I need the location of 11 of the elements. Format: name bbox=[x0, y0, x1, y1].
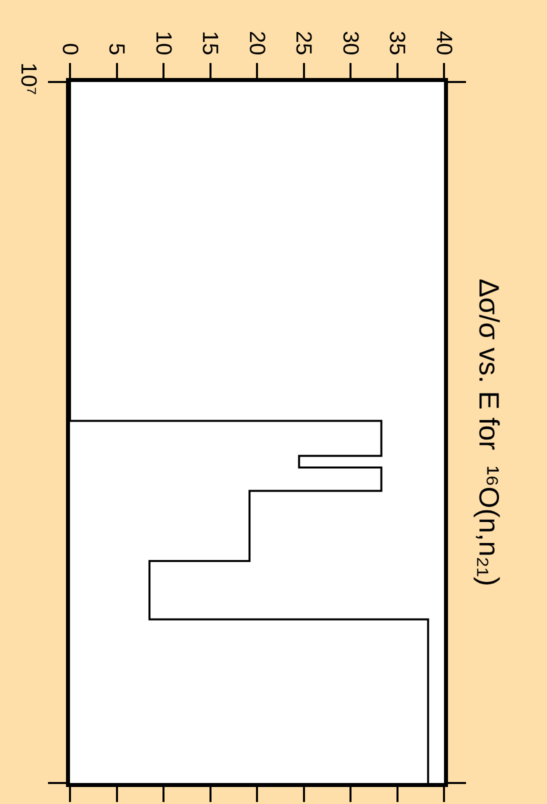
x-tick-label: 10 bbox=[151, 30, 176, 56]
x-tick-label: 5 bbox=[104, 43, 130, 56]
x-tick-label: 40 bbox=[432, 30, 457, 56]
x-tick-label: 25 bbox=[292, 30, 317, 56]
y-tick-label: 10⁷ bbox=[16, 62, 42, 95]
x-tick-label: 0 bbox=[58, 43, 83, 56]
x-tick-label: 30 bbox=[338, 30, 364, 56]
x-tick-label: 15 bbox=[198, 30, 224, 56]
x-tick-label: 20 bbox=[244, 30, 270, 56]
text: Δσ/σ vs. E for ¹⁶O(n,n₂₁) bbox=[473, 278, 504, 586]
x-tick-label: 35 bbox=[385, 30, 410, 56]
